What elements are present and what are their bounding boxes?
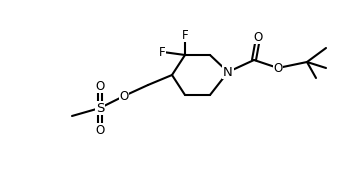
- Text: O: O: [95, 123, 105, 137]
- Text: O: O: [119, 89, 129, 103]
- Text: S: S: [96, 101, 104, 115]
- Text: F: F: [159, 46, 165, 58]
- Text: O: O: [95, 79, 105, 93]
- Text: N: N: [223, 66, 233, 78]
- Text: O: O: [273, 62, 282, 74]
- Text: F: F: [182, 29, 188, 41]
- Text: O: O: [253, 30, 263, 44]
